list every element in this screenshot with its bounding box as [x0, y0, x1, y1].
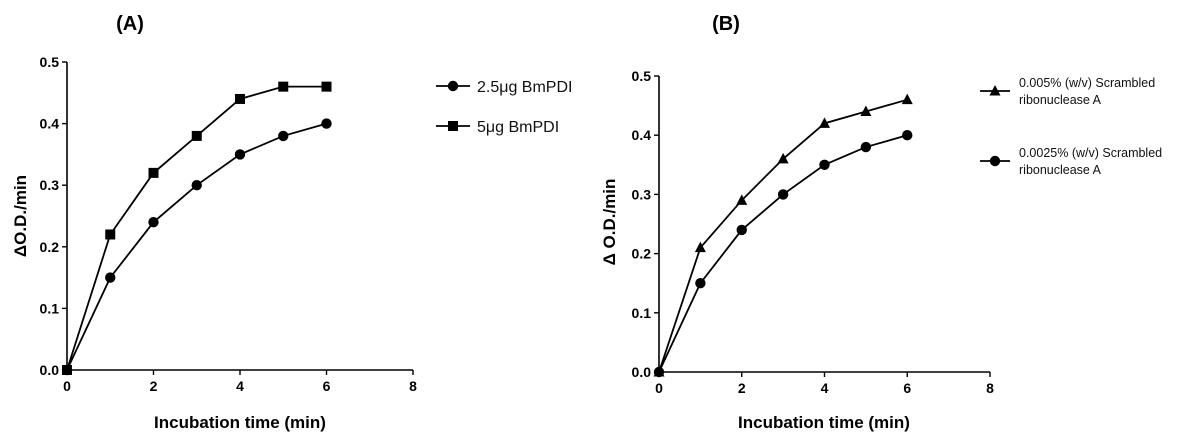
y-tick-label: 0.1	[40, 300, 60, 316]
data-point	[860, 141, 872, 153]
y-tick-label: 0.4	[632, 127, 652, 143]
data-point	[819, 159, 830, 170]
y-axis-title: ΔO.D./min	[11, 175, 30, 257]
y-tick-label: 0.2	[632, 246, 652, 262]
data-point	[321, 118, 332, 129]
data-point	[695, 278, 706, 289]
x-tick-label: 2	[738, 380, 746, 396]
x-tick-label: 2	[150, 378, 158, 394]
x-tick-label: 0	[63, 378, 71, 394]
x-axis-title: Incubation time (min)	[738, 413, 910, 432]
data-point	[278, 130, 289, 142]
data-point	[191, 180, 202, 191]
data-point	[653, 366, 665, 378]
data-point	[901, 93, 913, 105]
x-tick-label: 8	[986, 380, 994, 396]
data-point	[105, 272, 116, 283]
legend-label: 2.5μg BmPDI	[477, 79, 572, 96]
y-tick-label: 0.3	[632, 186, 652, 202]
series-line	[658, 134, 908, 373]
data-point	[321, 81, 332, 92]
data-point	[235, 93, 245, 104]
chart-panel-a: (A) 0.0 0.1 0.2 0.3 0.4 0.5 0 2 4 6 8 Incubation tim…	[11, 13, 572, 432]
legend-label: ribonuclease A	[1019, 163, 1102, 177]
y-tick-label: 0.5	[632, 68, 652, 84]
series-line	[658, 98, 908, 373]
x-tick-label: 4	[821, 380, 829, 396]
legend-label: 5μg BmPDI	[477, 119, 559, 136]
data-point	[777, 189, 789, 200]
data-point	[62, 365, 72, 375]
chart-panel-b: (B) 0.0 0.1 0.2 0.3 0.4 0.5 0 2 4 6 8 Incubation tim…	[600, 13, 1162, 432]
data-point	[736, 194, 748, 205]
y-tick-label: 0.4	[40, 116, 60, 132]
y-tick-label: 0.2	[40, 239, 60, 255]
series-1	[61, 118, 332, 376]
y-tick-label: 0.3	[40, 177, 60, 193]
y-tick-label: 0.0	[632, 364, 652, 380]
x-tick-label: 6	[903, 380, 911, 396]
series-line	[66, 85, 327, 371]
x-tick-label: 6	[323, 378, 331, 394]
x-tick-label: 8	[409, 378, 417, 394]
x-tick-label: 0	[655, 380, 663, 396]
x-tick-label: 4	[236, 378, 244, 394]
x-axis-title: Incubation time (min)	[154, 413, 326, 432]
data-point	[902, 130, 913, 141]
data-point	[191, 130, 202, 141]
series-2	[653, 130, 913, 378]
data-point	[694, 241, 706, 253]
data-point	[148, 167, 159, 178]
series-2	[62, 81, 332, 375]
data-point	[860, 105, 872, 117]
data-point	[148, 216, 159, 228]
data-point	[819, 117, 830, 128]
panel-label: (B)	[712, 13, 740, 35]
series-1	[653, 93, 913, 377]
y-tick-label: 0.0	[40, 362, 60, 378]
data-point	[736, 224, 747, 236]
legend-marker	[447, 80, 459, 92]
legend-marker	[989, 85, 1001, 96]
legend-label: ribonuclease A	[1019, 93, 1102, 107]
y-tick-label: 0.1	[632, 305, 652, 321]
data-point	[234, 149, 246, 160]
legend-label: 0.005% (w/v) Scrambled	[1019, 76, 1155, 90]
data-point	[278, 81, 289, 92]
legend-label: 0.0025% (w/v) Scrambled	[1019, 146, 1162, 160]
data-point	[777, 152, 789, 164]
y-axis-title: Δ O.D./min	[600, 179, 619, 266]
data-point	[105, 229, 116, 240]
panel-label: (A)	[116, 13, 144, 35]
y-tick-label: 0.5	[40, 54, 60, 70]
legend-marker	[448, 121, 458, 131]
legend-marker	[989, 155, 1001, 167]
